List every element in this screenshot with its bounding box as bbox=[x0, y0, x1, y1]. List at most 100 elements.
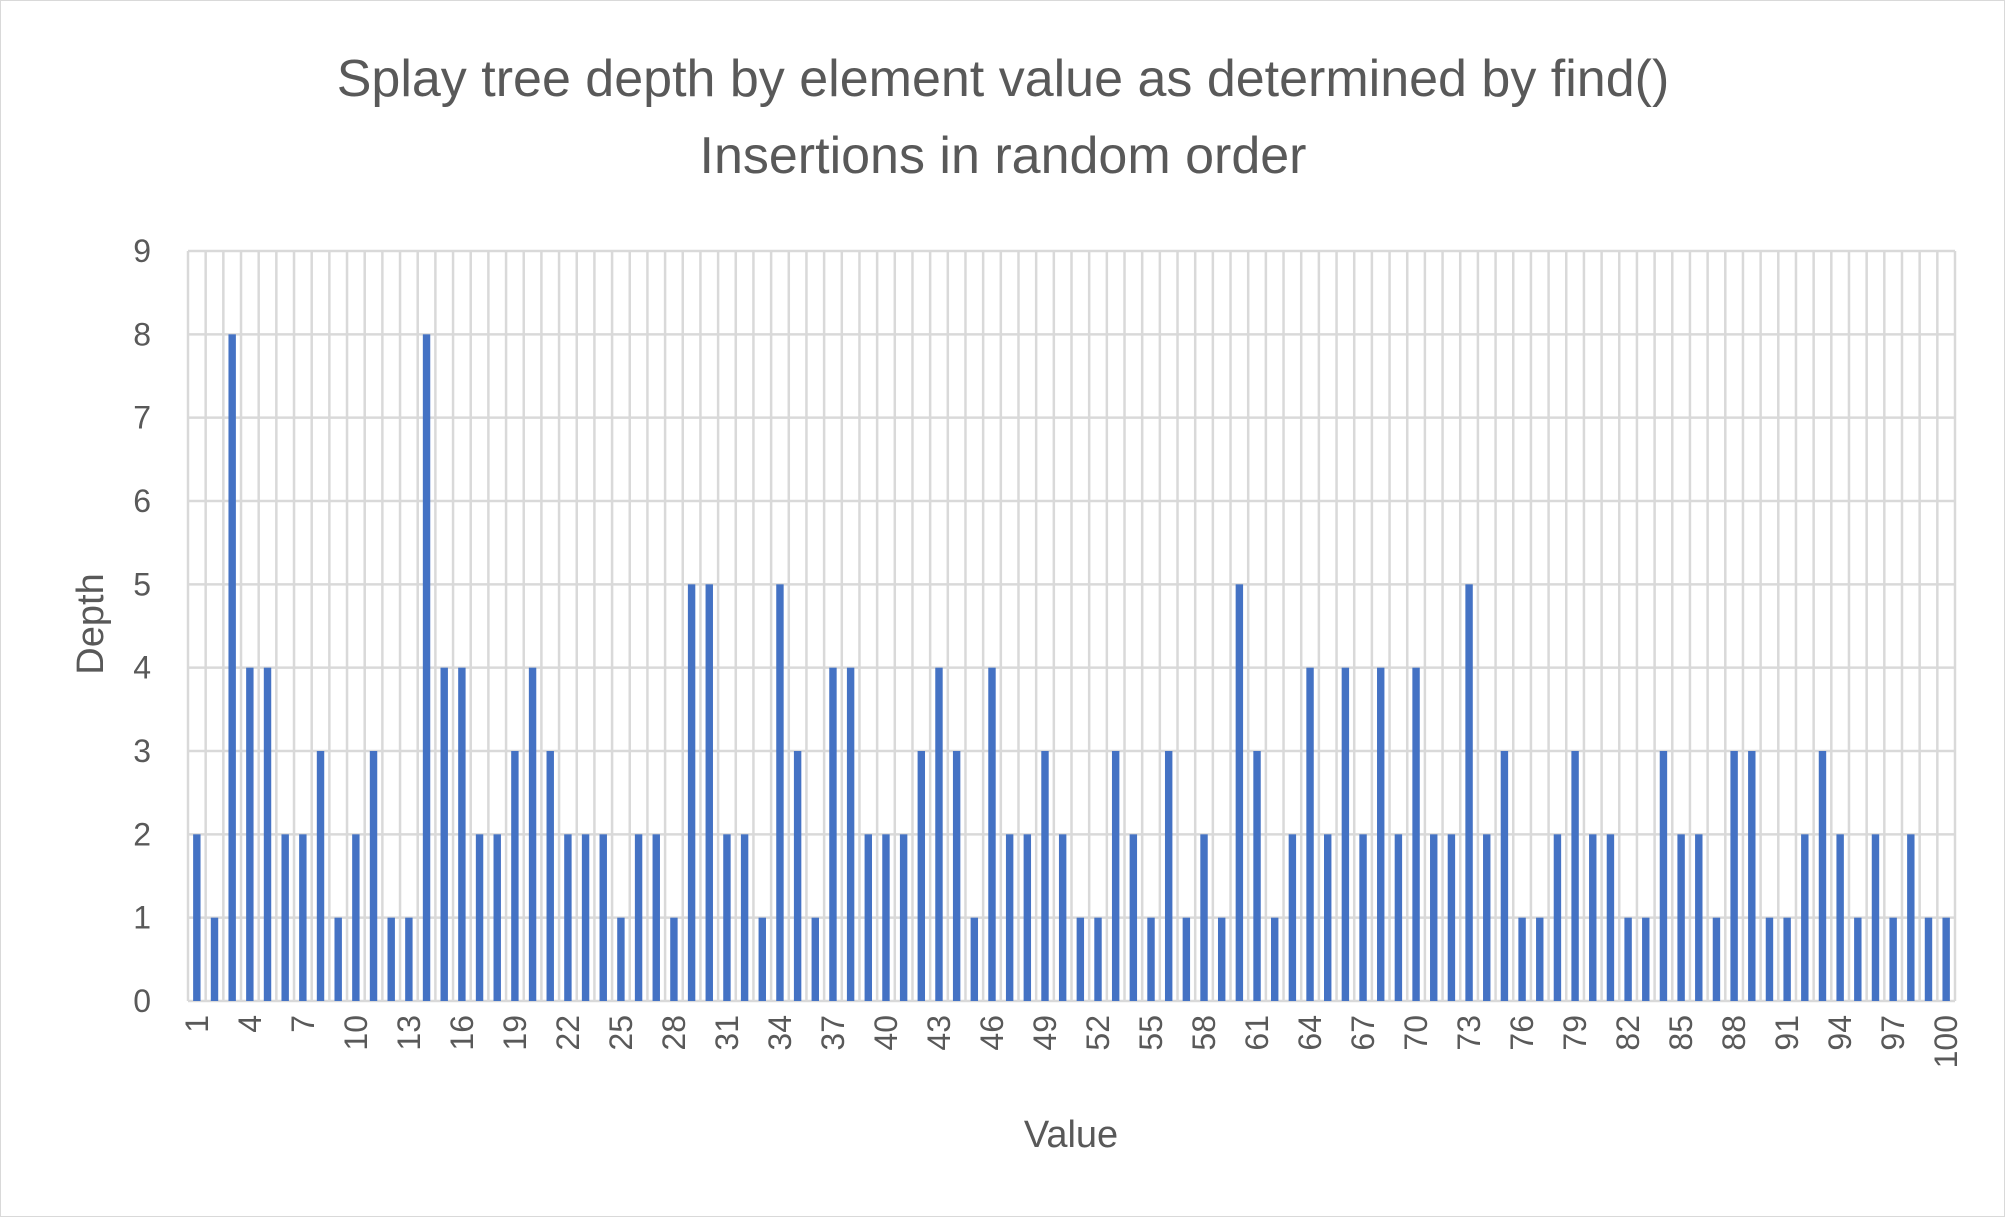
y-tick-label: 7 bbox=[133, 400, 151, 436]
bar-value-30 bbox=[705, 584, 713, 1001]
y-tick-label: 4 bbox=[133, 650, 151, 686]
x-tick-label: 40 bbox=[868, 1015, 904, 1051]
bar-value-5 bbox=[263, 667, 272, 1001]
bar-value-36 bbox=[811, 917, 819, 1001]
x-axis-ticks: 1 4 7 10 13 16 19 22 25 28 31 34 37 40 43 46 49 52 55 58 61 6… bbox=[179, 1015, 1964, 1068]
bar-value-32 bbox=[740, 834, 749, 1001]
bar-value-3 bbox=[228, 334, 236, 1001]
bar-value-22 bbox=[564, 834, 572, 1001]
bar-value-2 bbox=[210, 917, 219, 1001]
bar-value-11 bbox=[369, 751, 378, 1001]
x-tick-label: 34 bbox=[762, 1015, 798, 1051]
bar-value-96 bbox=[1871, 834, 1880, 1001]
bar-value-8 bbox=[316, 751, 325, 1001]
x-tick-label: 31 bbox=[709, 1015, 745, 1051]
bar-value-57 bbox=[1182, 917, 1191, 1001]
bar-value-34 bbox=[776, 584, 784, 1001]
bar-value-71 bbox=[1430, 834, 1438, 1001]
x-tick-label: 16 bbox=[444, 1015, 480, 1051]
x-tick-label: 37 bbox=[815, 1015, 851, 1051]
x-tick-label: 100 bbox=[1928, 1015, 1964, 1068]
bar-value-66 bbox=[1341, 667, 1350, 1001]
bar-value-26 bbox=[634, 834, 643, 1001]
bar-value-62 bbox=[1270, 917, 1279, 1001]
x-tick-label: 55 bbox=[1133, 1015, 1169, 1051]
bar-value-51 bbox=[1076, 917, 1085, 1001]
y-tick-label: 0 bbox=[133, 983, 151, 1019]
bar-value-17 bbox=[475, 834, 484, 1001]
bar-value-100 bbox=[1942, 917, 1950, 1001]
bar-value-43 bbox=[935, 667, 943, 1001]
bar-value-45 bbox=[970, 917, 979, 1001]
bar-value-87 bbox=[1712, 917, 1721, 1001]
x-tick-label: 19 bbox=[497, 1015, 533, 1051]
bar-value-61 bbox=[1253, 751, 1261, 1001]
bar-value-98 bbox=[1907, 834, 1915, 1001]
x-tick-label: 43 bbox=[921, 1015, 957, 1051]
bar-value-81 bbox=[1606, 834, 1615, 1001]
y-tick-label: 1 bbox=[133, 900, 151, 936]
bar-value-48 bbox=[1023, 834, 1032, 1001]
bar-value-23 bbox=[581, 834, 590, 1001]
bar-value-28 bbox=[670, 917, 678, 1001]
chart-title: Splay tree depth by element value as det… bbox=[337, 50, 1670, 108]
bar-value-41 bbox=[899, 834, 908, 1001]
bar-value-35 bbox=[793, 751, 802, 1001]
bar-value-72 bbox=[1447, 834, 1456, 1001]
bar-value-77 bbox=[1536, 917, 1544, 1001]
x-tick-label: 10 bbox=[338, 1015, 374, 1051]
chart-subtitle: Insertions in random order bbox=[700, 127, 1307, 185]
bar-value-1 bbox=[193, 834, 201, 1001]
bar-value-82 bbox=[1624, 917, 1632, 1001]
x-tick-label: 4 bbox=[232, 1015, 268, 1033]
bar-value-91 bbox=[1783, 917, 1791, 1001]
bar-value-42 bbox=[917, 751, 926, 1001]
bar-value-74 bbox=[1483, 834, 1491, 1001]
x-tick-label: 79 bbox=[1557, 1015, 1593, 1051]
bar-value-7 bbox=[299, 834, 307, 1001]
bar-value-4 bbox=[246, 667, 254, 1001]
x-tick-label: 73 bbox=[1451, 1015, 1487, 1051]
bar-value-99 bbox=[1924, 917, 1933, 1001]
bar-value-33 bbox=[758, 917, 766, 1001]
bar-value-90 bbox=[1765, 917, 1774, 1001]
x-tick-label: 52 bbox=[1080, 1015, 1116, 1051]
x-tick-label: 67 bbox=[1345, 1015, 1381, 1051]
x-tick-label: 64 bbox=[1292, 1015, 1328, 1051]
bar-value-67 bbox=[1359, 834, 1367, 1001]
x-tick-label: 46 bbox=[974, 1015, 1010, 1051]
bar-value-65 bbox=[1324, 834, 1332, 1001]
bar-value-76 bbox=[1518, 917, 1526, 1001]
x-tick-label: 97 bbox=[1875, 1015, 1911, 1051]
x-tick-label: 58 bbox=[1186, 1015, 1222, 1051]
bar-value-39 bbox=[864, 834, 873, 1001]
bar-value-84 bbox=[1659, 751, 1668, 1001]
bar-value-20 bbox=[528, 667, 537, 1001]
bar-value-50 bbox=[1058, 834, 1067, 1001]
bar-value-75 bbox=[1500, 751, 1509, 1001]
bar-value-6 bbox=[281, 834, 289, 1001]
x-tick-label: 25 bbox=[603, 1015, 639, 1051]
x-tick-label: 88 bbox=[1716, 1015, 1752, 1051]
bar-value-14 bbox=[422, 334, 431, 1001]
gridlines bbox=[186, 249, 1957, 1003]
bar-value-94 bbox=[1836, 834, 1844, 1001]
bar-value-63 bbox=[1288, 834, 1297, 1001]
bar-value-97 bbox=[1889, 917, 1897, 1001]
x-tick-label: 85 bbox=[1663, 1015, 1699, 1051]
bar-value-24 bbox=[599, 834, 607, 1001]
x-tick-label: 61 bbox=[1239, 1015, 1275, 1051]
bar-value-29 bbox=[687, 584, 696, 1001]
x-tick-label: 91 bbox=[1769, 1015, 1805, 1051]
bar-value-56 bbox=[1164, 751, 1173, 1001]
bar-value-58 bbox=[1200, 834, 1208, 1001]
bar-value-44 bbox=[952, 751, 961, 1001]
bar-value-54 bbox=[1129, 834, 1138, 1001]
bar-value-93 bbox=[1818, 751, 1827, 1001]
bar-value-69 bbox=[1394, 834, 1403, 1001]
bar-value-78 bbox=[1553, 834, 1562, 1001]
bar-value-86 bbox=[1695, 834, 1703, 1001]
bar-value-12 bbox=[387, 917, 395, 1001]
